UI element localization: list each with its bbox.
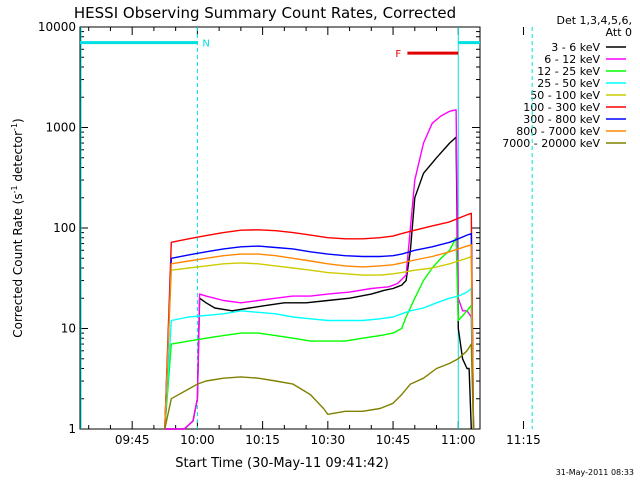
y-axis-label-main: Corrected Count Rate (s bbox=[11, 193, 25, 337]
footer-date: 31-May-2011 08:33 bbox=[556, 468, 634, 477]
y-tick-label: 10000 bbox=[38, 20, 76, 34]
series-line-4 bbox=[164, 255, 475, 430]
legend-label-8: 7000 - 20000 keV bbox=[502, 137, 600, 150]
y-tick-label: 10 bbox=[61, 322, 76, 336]
x-tick-label: 11:00 bbox=[441, 433, 476, 447]
series-line-3 bbox=[164, 287, 475, 430]
y-axis-label: Corrected Count Rate (s-1 detector-1) bbox=[10, 118, 25, 337]
y-tick-label: 100 bbox=[53, 221, 76, 235]
night-label: N bbox=[202, 39, 209, 50]
x-tick-label: 10:30 bbox=[311, 433, 346, 447]
legend-header-line2: Att 0 bbox=[606, 26, 632, 39]
y-tick-label: 1000 bbox=[45, 121, 76, 135]
series-line-6 bbox=[164, 232, 475, 430]
series-line-8 bbox=[164, 343, 475, 430]
legend-header-line1: Det 1,3,4,5,6, bbox=[556, 14, 632, 27]
chart-title: HESSI Observing Summary Count Rates, Cor… bbox=[74, 4, 456, 22]
series-line-7 bbox=[164, 244, 475, 430]
x-tick-label: 09:45 bbox=[115, 433, 150, 447]
legend-label-7: 800 - 7000 keV bbox=[516, 125, 600, 138]
legend-label-6: 300 - 800 keV bbox=[523, 113, 600, 126]
x-tick-label: 10:15 bbox=[245, 433, 280, 447]
legend-label-0: 3 - 6 keV bbox=[551, 41, 600, 54]
y-axis-label-mid: detector bbox=[11, 131, 25, 186]
x-tick-label: 10:00 bbox=[180, 433, 215, 447]
x-axis-label: Start Time (30-May-11 09:41:42) bbox=[175, 456, 389, 471]
legend-label-5: 100 - 300 keV bbox=[523, 101, 600, 114]
flare-label: F bbox=[395, 49, 401, 60]
series-line-1 bbox=[164, 109, 475, 430]
series-line-5 bbox=[164, 212, 475, 430]
y-axis-label-end: ) bbox=[11, 118, 25, 123]
annotations-group: NF bbox=[80, 27, 533, 429]
y-axis-label-sup1: -1 bbox=[10, 185, 19, 193]
plot-area bbox=[164, 109, 475, 430]
legend-label-1: 6 - 12 keV bbox=[544, 53, 600, 66]
legend-label-2: 12 - 25 keV bbox=[537, 65, 600, 78]
y-tick-label: 1 bbox=[68, 422, 76, 436]
x-tick-label: 11:15 bbox=[506, 433, 541, 447]
legend-label-3: 25 - 50 keV bbox=[537, 77, 600, 90]
legend-label-4: 50 - 100 keV bbox=[530, 89, 600, 102]
x-tick-label: 10:45 bbox=[376, 433, 411, 447]
y-axis-label-sup2: -1 bbox=[10, 123, 19, 131]
series-line-2 bbox=[164, 236, 475, 430]
